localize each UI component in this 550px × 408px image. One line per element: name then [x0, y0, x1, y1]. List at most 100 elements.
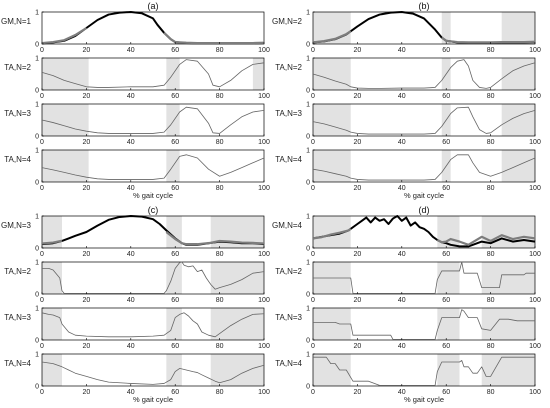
x-tick-label: 20	[354, 389, 362, 396]
x-tick-label: 0	[311, 297, 315, 304]
y-tick-label: 0	[306, 42, 310, 49]
x-tick-label: 60	[171, 93, 179, 100]
y-tick-label: 0	[306, 338, 310, 345]
shaded-region	[42, 58, 89, 90]
x-tick-label: 100	[529, 47, 541, 54]
x-tick-label: 40	[398, 297, 406, 304]
x-tick-label: 80	[216, 185, 224, 192]
row-label: TA,N=3	[275, 109, 302, 118]
y-tick-label: 1	[306, 306, 310, 313]
axes-box	[41, 149, 265, 183]
y-tick-label: 1	[306, 148, 310, 155]
x-tick-label: 80	[216, 93, 224, 100]
x-tick-label: 20	[83, 389, 91, 396]
x-tick-label: 40	[398, 139, 406, 146]
panel-label: (c)	[148, 205, 159, 215]
y-tick-label: 0	[35, 292, 39, 299]
shaded-region	[42, 308, 62, 340]
x-tick-label: 40	[398, 93, 406, 100]
shaded-region	[481, 354, 535, 386]
x-tick-label: 60	[171, 389, 179, 396]
x-tick-label: 0	[40, 389, 44, 396]
ta-line	[42, 261, 265, 294]
axes-box	[41, 353, 265, 387]
row-label: GM,N=2	[272, 17, 303, 26]
x-tick-label: 80	[487, 139, 495, 146]
shaded-region	[166, 308, 182, 340]
ta-line	[41, 361, 265, 385]
x-tick-label: 100	[258, 47, 270, 54]
x-tick-label: 100	[529, 389, 541, 396]
y-tick-label: 0	[35, 338, 39, 345]
shaded-region	[441, 12, 451, 44]
axes-box	[312, 353, 536, 387]
axes-box	[312, 11, 536, 45]
shaded-region	[481, 262, 535, 294]
ta-line	[313, 356, 535, 386]
x-tick-label: 60	[171, 343, 179, 350]
x-axis-label: % gait cycle	[133, 395, 173, 404]
y-tick-label: 1	[35, 260, 39, 267]
y-tick-label: 0	[35, 88, 39, 95]
row-label: TA,N=4	[275, 359, 302, 368]
y-tick-label: 1	[35, 56, 39, 63]
x-tick-label: 0	[40, 297, 44, 304]
row-label: TA,N=4	[4, 359, 31, 368]
gm-line	[41, 11, 265, 45]
row-label: GM,N=4	[272, 221, 303, 230]
x-tick-label: 100	[529, 343, 541, 350]
ta-line	[41, 312, 265, 338]
x-tick-label: 100	[529, 139, 541, 146]
shaded-region	[437, 262, 460, 294]
y-tick-label: 0	[306, 292, 310, 299]
y-tick-label: 1	[306, 214, 310, 221]
x-tick-label: 40	[398, 185, 406, 192]
shaded-region	[42, 354, 62, 386]
y-tick-label: 1	[306, 352, 310, 359]
x-tick-label: 0	[40, 93, 44, 100]
gm_overlay-line	[41, 27, 87, 45]
shaded-region	[501, 58, 535, 90]
row-label: TA,N=3	[4, 109, 31, 118]
x-tick-label: 60	[442, 251, 450, 258]
x-tick-label: 0	[311, 93, 315, 100]
x-tick-label: 80	[216, 139, 224, 146]
x-tick-label: 60	[171, 139, 179, 146]
shaded-region	[501, 150, 535, 182]
x-tick-label: 100	[258, 93, 270, 100]
y-tick-label: 0	[306, 88, 310, 95]
row-label: TA,N=3	[275, 313, 302, 322]
ta-line	[41, 154, 265, 180]
x-tick-label: 100	[258, 297, 270, 304]
gm_overlay-line	[41, 239, 63, 245]
x-axis-label: % gait cycle	[404, 191, 444, 200]
shaded-region	[210, 308, 264, 340]
ta-line	[41, 106, 265, 134]
row-label: TA,N=4	[4, 155, 31, 164]
x-tick-label: 20	[354, 47, 362, 54]
gm-line	[312, 215, 536, 248]
x-tick-label: 100	[258, 139, 270, 146]
y-tick-label: 1	[306, 10, 310, 17]
shaded-region	[210, 354, 264, 386]
row-label: TA,N=2	[4, 63, 31, 72]
row-label: TA,N=4	[275, 155, 302, 164]
x-tick-label: 0	[311, 389, 315, 396]
shaded-region	[501, 12, 535, 44]
x-axis-label: % gait cycle	[404, 395, 444, 404]
y-tick-label: 0	[35, 42, 39, 49]
axes-box	[312, 149, 536, 183]
ta-line	[313, 309, 535, 340]
axes-box	[41, 11, 265, 45]
ta-line	[312, 59, 536, 89]
x-tick-label: 20	[354, 139, 362, 146]
x-tick-label: 60	[442, 47, 450, 54]
x-tick-label: 40	[127, 389, 135, 396]
row-label: TA,N=3	[4, 313, 31, 322]
shaded-region	[501, 104, 535, 136]
